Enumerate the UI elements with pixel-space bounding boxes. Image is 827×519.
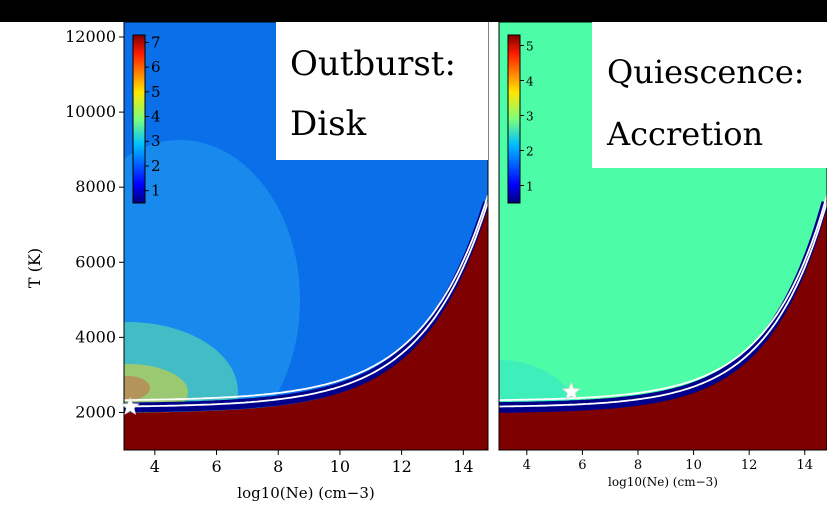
x-tick-label: 10 bbox=[685, 458, 702, 473]
y-tick-label: 8000 bbox=[75, 177, 116, 196]
contour-line-upper bbox=[499, 194, 827, 401]
x-tick-label: 8 bbox=[273, 457, 283, 476]
y-tick-label: 12000 bbox=[65, 27, 116, 46]
x-tick-label: 8 bbox=[634, 458, 642, 473]
y-tick-label: 2000 bbox=[75, 402, 116, 421]
heatmap-glow-orange bbox=[124, 376, 150, 400]
x-tick-label: 6 bbox=[578, 458, 586, 473]
x-tick-label: 4 bbox=[150, 457, 160, 476]
panel-title-line-1: Quiescence: bbox=[607, 53, 805, 91]
contour-line-upper bbox=[124, 194, 488, 401]
y-ticks: 2000 4000 6000 8000 10000 12000 bbox=[65, 27, 124, 421]
colorbar-tick-label: 7 bbox=[151, 33, 161, 51]
x-axis-label: log10(Ne) (cm−3) bbox=[237, 484, 374, 502]
x-tick-label: 12 bbox=[741, 458, 758, 473]
contour-line-lower bbox=[499, 201, 827, 408]
x-ticks: 4 6 8 10 12 14 bbox=[523, 450, 813, 473]
panel-title-line-2: Disk bbox=[290, 104, 367, 144]
x-tick-label: 12 bbox=[391, 457, 411, 476]
colorbar-ticks: 1 2 3 4 5 bbox=[520, 40, 534, 194]
contour-line-lower bbox=[124, 201, 488, 408]
x-tick-label: 10 bbox=[330, 457, 350, 476]
colorbar-tick-label: 2 bbox=[151, 157, 161, 175]
y-tick-label: 6000 bbox=[75, 252, 116, 271]
heatmap-lower-saturated-region bbox=[124, 208, 488, 450]
heatmap-glow-cyan bbox=[124, 140, 300, 450]
x-tick-label: 6 bbox=[211, 457, 221, 476]
panel-title-box bbox=[276, 22, 488, 160]
x-tick-label: 14 bbox=[796, 458, 813, 473]
colorbar-tick-label: 4 bbox=[151, 108, 161, 126]
star-marker bbox=[120, 396, 140, 415]
star-marker bbox=[561, 381, 581, 400]
colorbar-tick-label: 1 bbox=[526, 180, 534, 194]
colorbar bbox=[507, 34, 521, 204]
colorbar-tick-label: 4 bbox=[526, 75, 534, 89]
colorbar-tick-label: 2 bbox=[526, 145, 534, 159]
star-marker-shape bbox=[561, 381, 581, 400]
panel-title-line-1: Outburst: bbox=[290, 44, 456, 84]
y-axis-label: T (K) bbox=[25, 248, 44, 288]
colorbar-tick-label: 6 bbox=[151, 58, 161, 76]
colorbar-ticks: 1 2 3 4 5 6 7 bbox=[145, 33, 161, 200]
colorbar-tick-label: 1 bbox=[151, 182, 161, 200]
y-tick-label: 10000 bbox=[65, 102, 116, 121]
y-tick-label: 4000 bbox=[75, 327, 116, 346]
colorbar-tick-label: 3 bbox=[151, 132, 161, 150]
x-tick-label: 14 bbox=[453, 457, 473, 476]
colorbar-tick-label: 5 bbox=[526, 40, 534, 54]
heatmap-lower-saturated-region bbox=[499, 208, 827, 450]
star-marker-shape bbox=[120, 396, 140, 415]
x-ticks: 4 6 8 10 12 14 bbox=[150, 450, 474, 476]
colorbar-tick-label: 5 bbox=[151, 83, 161, 101]
panel-title-line-2: Accretion bbox=[606, 115, 763, 153]
x-tick-label: 4 bbox=[523, 458, 531, 473]
colorbar bbox=[132, 34, 146, 204]
colorbar-tick-label: 3 bbox=[526, 110, 534, 124]
x-axis-label: log10(Ne) (cm−3) bbox=[608, 475, 718, 489]
panel-title-box bbox=[592, 22, 827, 168]
